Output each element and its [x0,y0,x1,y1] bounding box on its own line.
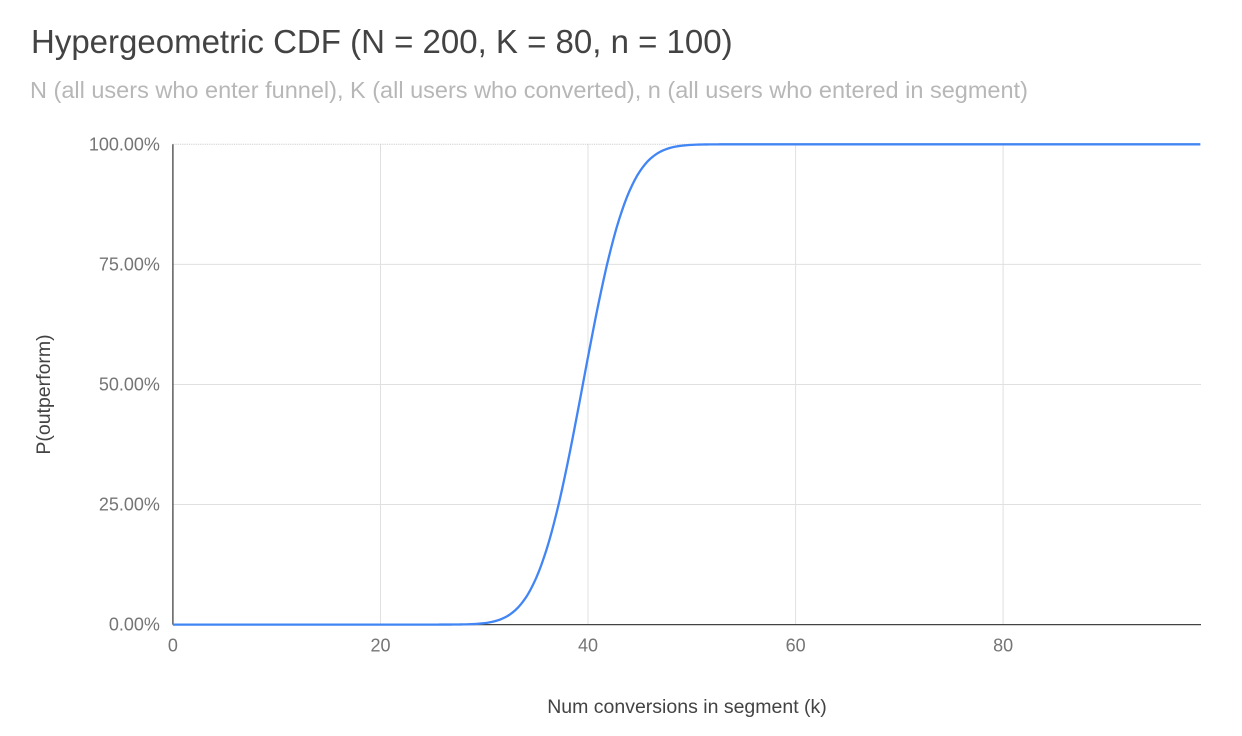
svg-text:Num conversions in segment (k): Num conversions in segment (k) [547,696,827,718]
svg-text:100.00%: 100.00% [89,134,160,154]
svg-text:75.00%: 75.00% [99,254,160,274]
svg-text:20: 20 [370,636,390,656]
svg-text:80: 80 [993,636,1013,656]
svg-text:0: 0 [168,636,178,656]
svg-text:P(outperform): P(outperform) [33,334,55,454]
svg-text:0.00%: 0.00% [109,615,160,635]
svg-text:60: 60 [786,636,806,656]
svg-text:50.00%: 50.00% [99,375,160,395]
svg-text:25.00%: 25.00% [99,495,160,515]
svg-text:40: 40 [578,636,598,656]
